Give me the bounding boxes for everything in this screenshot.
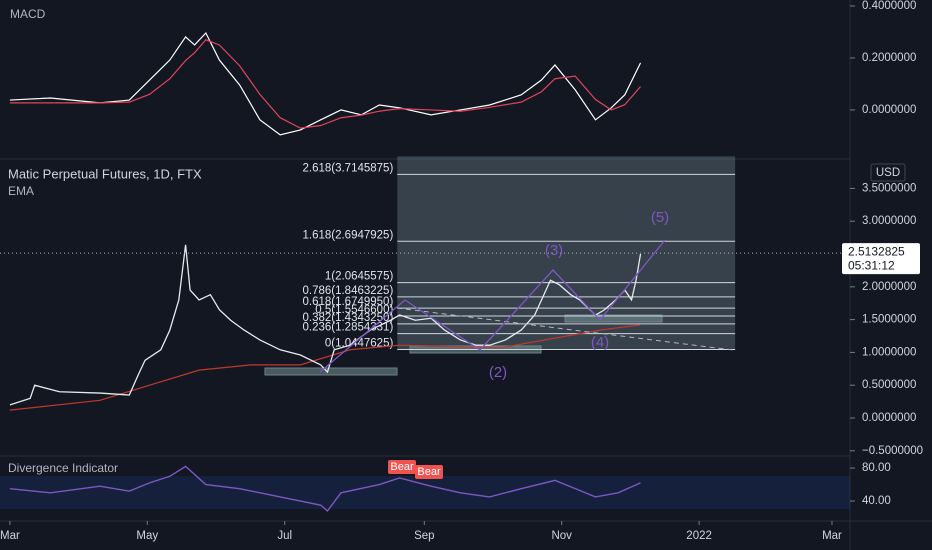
- fib-label: 0.786(1.8463225): [302, 285, 393, 297]
- price-label: 2.5132825: [848, 244, 905, 258]
- fib-label: 0.618(1.6749950): [302, 296, 393, 308]
- symbol-title: Matic Perpetual Futures, 1D, FTX: [8, 166, 202, 181]
- rsi-band: [0, 476, 850, 509]
- y-tick-label: 0.0000000: [862, 412, 916, 424]
- y-tick-label: 2.0000000: [862, 281, 916, 293]
- x-tick-label: 2022: [686, 530, 712, 542]
- y-tick-label: 40.00: [862, 495, 891, 507]
- y-tick-label: 1.5000000: [862, 314, 916, 326]
- bear-label: Bear: [417, 466, 441, 478]
- wave-label: (4): [591, 334, 609, 351]
- fib-label: 0(1.0447625): [325, 337, 394, 349]
- zone: [564, 314, 663, 323]
- fib-label: 0.5(1.5546600): [315, 304, 393, 316]
- y-tick-label: 0.0000000: [862, 104, 916, 116]
- x-tick-label: Mar: [0, 530, 20, 542]
- wave-label: (3): [545, 242, 563, 259]
- fib-label: 0.382(1.4343250): [302, 312, 393, 324]
- y-tick-label: 0.2000000: [862, 52, 916, 64]
- bear-label: Bear: [390, 461, 414, 473]
- wave-label: (2): [489, 364, 507, 381]
- currency-box: [870, 163, 906, 182]
- trend-line: [396, 307, 734, 351]
- macd-line: [9, 39, 641, 129]
- wave-label: (5): [651, 209, 669, 226]
- y-tick-label: 1.0000000: [862, 346, 916, 358]
- fib-label: 2.618(3.7145875): [302, 162, 393, 174]
- macd-title: MACD: [10, 7, 46, 21]
- zone: [264, 367, 398, 376]
- ema-line: [9, 324, 641, 411]
- currency: USD: [876, 167, 900, 179]
- fib-label: 1(2.0645575): [325, 271, 394, 283]
- fib-label: 0.236(1.2854331): [302, 322, 393, 334]
- price-line: [9, 244, 642, 406]
- fib-label: 1.618(2.6947925): [302, 229, 393, 241]
- y-tick-label: −0.5000000: [862, 445, 923, 457]
- wave-line: [319, 239, 666, 373]
- y-tick-label: 0.5000000: [862, 379, 916, 391]
- price-box: [842, 243, 920, 275]
- y-tick-label: 80.00: [862, 462, 891, 474]
- bear-box: [388, 460, 416, 474]
- countdown: 05:31:12: [848, 258, 895, 272]
- x-tick-label: Nov: [551, 530, 572, 542]
- ema-label: EMA: [8, 184, 34, 198]
- macd-line: [9, 31, 642, 136]
- x-tick-label: Mar: [822, 530, 842, 542]
- x-tick-label: Jul: [277, 530, 292, 542]
- x-tick-label: Sep: [414, 530, 434, 542]
- bear-box: [415, 465, 443, 479]
- rsi-line: [9, 465, 641, 512]
- fib-box: [397, 156, 736, 350]
- y-tick-label: 3.5000000: [862, 182, 916, 194]
- x-tick-label: May: [136, 530, 158, 542]
- y-tick-label: 3.0000000: [862, 215, 916, 227]
- y-tick-label: 0.4000000: [862, 0, 916, 12]
- rsi-title: Divergence Indicator: [8, 461, 118, 475]
